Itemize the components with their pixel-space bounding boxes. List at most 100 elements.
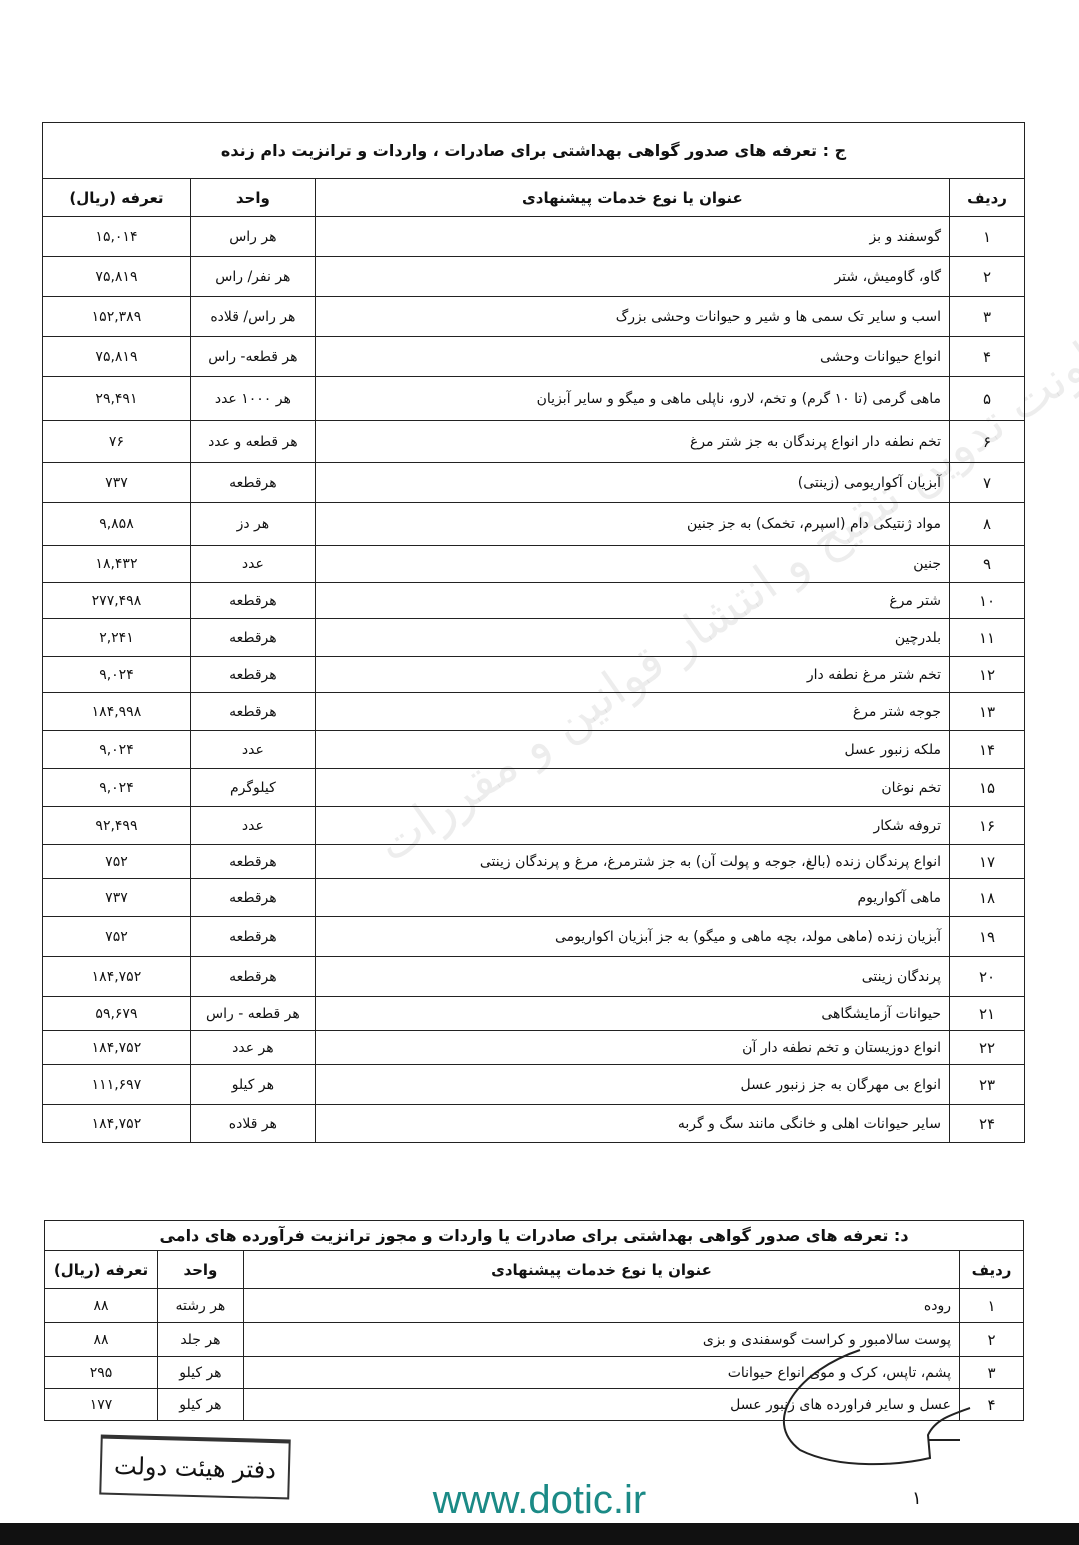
table-row: ۲۳ انواع بی مهرگان به جز زنبور عسل هر کیلو…	[42, 1064, 1025, 1105]
service-title: تخم نوغان	[314, 768, 951, 807]
header-title: عنوان یا نوع خدمات پیشنهادی	[242, 1250, 961, 1289]
row-number: ۷	[949, 462, 1025, 503]
tariff: ۸۸	[44, 1288, 158, 1323]
table-title: د: تعرفه های صدور گواهی بهداشتی برای صاد…	[44, 1220, 1024, 1251]
row-number: ۱۰	[949, 582, 1025, 619]
service-title: مواد ژنتیکی دام (اسپرم، تخمک) به جز جنین	[314, 502, 951, 546]
service-title: اسب و سایر تک سمی ها و شیر و حیوانات وحش…	[314, 296, 951, 337]
table-row: ۱۰ شتر مرغ هرقطعه ۲۷۷,۴۹۸	[42, 582, 1025, 619]
row-number: ۱۳	[949, 692, 1025, 731]
tariff: ۱۵۲,۳۸۹	[42, 296, 191, 337]
tariff: ۱۸,۴۳۲	[42, 545, 191, 583]
row-number: ۳	[949, 296, 1025, 337]
row-number: ۶	[949, 420, 1025, 463]
row-number: ۲۳	[949, 1064, 1025, 1105]
tariff: ۲,۲۴۱	[42, 618, 191, 657]
table-row: ۸ مواد ژنتیکی دام (اسپرم، تخمک) به جز جنی…	[42, 502, 1025, 546]
website-link[interactable]: www.dotic.ir	[432, 1478, 647, 1522]
table-row: ۴ انواع حیوانات وحشی هر قطعه- راس ۷۵,۸۱۹	[42, 336, 1025, 377]
unit: کیلوگرم	[189, 768, 316, 807]
unit: هر دز	[189, 502, 316, 546]
table-row: ۲۲ انواع دوزیستان و تخم نطفه دار آن هر عدد…	[42, 1030, 1025, 1065]
unit: هر کیلو	[156, 1388, 244, 1421]
tariff: ۷۵۲	[42, 916, 191, 957]
header-title: عنوان یا نوع خدمات پیشنهادی	[314, 178, 951, 217]
table-row: ۵ ماهی گرمی (تا ۱۰ گرم) و تخم، لارو، ناپل…	[42, 376, 1025, 421]
row-number: ۱۷	[949, 844, 1025, 879]
table-row: ۶ تخم نطفه دار انواع پرندگان به جز شتر مر…	[42, 420, 1025, 463]
table-row: ۱۵ تخم نوغان کیلوگرم ۹,۰۲۴	[42, 768, 1025, 807]
tariff: ۷۵,۸۱۹	[42, 336, 191, 377]
table-row: ۳ اسب و سایر تک سمی ها و شیر و حیوانات وح…	[42, 296, 1025, 337]
unit: هرقطعه	[189, 956, 316, 997]
unit: هرقطعه	[189, 582, 316, 619]
service-title: انواع پرندگان زنده (بالغ، جوجه و پولت آن…	[314, 844, 951, 879]
table-row: ۱۸ ماهی آکواریوم هرقطعه ۷۳۷	[42, 878, 1025, 917]
row-number: ۱۴	[949, 730, 1025, 769]
tariff: ۱۸۴,۷۵۲	[42, 1104, 191, 1143]
tariff: ۱۸۴,۷۵۲	[42, 956, 191, 997]
unit: هر عدد	[189, 1030, 316, 1065]
service-title: گوسفند و بز	[314, 216, 951, 257]
header-row: ردیف	[949, 178, 1025, 217]
header-unit: واحد	[189, 178, 316, 217]
signature	[782, 1349, 971, 1466]
table-row: ۱۶ تروفه شکار عدد ۹۲,۴۹۹	[42, 806, 1025, 845]
table-row: ۱ روده هر رشته ۸۸	[44, 1288, 1024, 1323]
row-number: ۲۰	[949, 956, 1025, 997]
unit: هر قطعه- راس	[189, 336, 316, 377]
tariff: ۲۹۵	[44, 1356, 158, 1389]
table-livestock-tariffs: ج : تعرفه های صدور گواهی بهداشتی برای صا…	[42, 122, 1025, 1143]
service-title: گاو، گاومیش، شتر	[314, 256, 951, 297]
row-number: ۵	[949, 376, 1025, 421]
row-number: ۲۴	[949, 1104, 1025, 1143]
row-number: ۲۱	[949, 996, 1025, 1031]
service-title: تروفه شکار	[314, 806, 951, 845]
row-number: ۱	[959, 1288, 1024, 1323]
service-title: انواع دوزیستان و تخم نطفه دار آن	[314, 1030, 951, 1065]
unit: هرقطعه	[189, 618, 316, 657]
unit: عدد	[189, 806, 316, 845]
bottom-bar	[0, 1523, 1079, 1545]
table-row: ۴ عسل و سایر فراورده های زنبور عسل هر کیلو…	[44, 1388, 1024, 1421]
service-title: آبزیان آکواریومی (زینتی)	[314, 462, 951, 503]
service-title: انواع حیوانات وحشی	[314, 336, 951, 377]
unit: هر کیلو	[156, 1356, 244, 1389]
row-number: ۴	[959, 1388, 1024, 1421]
row-number: ۱۶	[949, 806, 1025, 845]
unit: هر نفر/ راس	[189, 256, 316, 297]
table-row: ۲۰ پرندگان زینتی هرقطعه ۱۸۴,۷۵۲	[42, 956, 1025, 997]
row-number: ۱۸	[949, 878, 1025, 917]
unit: هر کیلو	[189, 1064, 316, 1105]
row-number: ۲	[949, 256, 1025, 297]
table-row: ۹ جنین عدد ۱۸,۴۳۲	[42, 545, 1025, 583]
unit: عدد	[189, 545, 316, 583]
table-row: ۱۴ ملکه زنبور عسل عدد ۹,۰۲۴	[42, 730, 1025, 769]
table-row: ۱۹ آبزیان زنده (ماهی مولد، بچه ماهی و میگ…	[42, 916, 1025, 957]
row-number: ۸	[949, 502, 1025, 546]
unit: هرقطعه	[189, 692, 316, 731]
unit: هر جلد	[156, 1322, 244, 1357]
table-row: ۱ گوسفند و بز هر راس ۱۵,۰۱۴	[42, 216, 1025, 257]
header-unit: واحد	[156, 1250, 244, 1289]
service-title: حیوانات آزمایشگاهی	[314, 996, 951, 1031]
unit: هرقطعه	[189, 878, 316, 917]
table-title: ج : تعرفه های صدور گواهی بهداشتی برای صا…	[42, 122, 1025, 179]
tariff: ۵۹,۶۷۹	[42, 996, 191, 1031]
tariff: ۹,۰۲۴	[42, 768, 191, 807]
table-row: ۷ آبزیان آکواریومی (زینتی) هرقطعه ۷۳۷	[42, 462, 1025, 503]
page-number: ۱	[912, 1488, 922, 1509]
service-title: ماهی آکواریوم	[314, 878, 951, 917]
row-number: ۹	[949, 545, 1025, 583]
row-number: ۳	[959, 1356, 1024, 1389]
tariff: ۸۸	[44, 1322, 158, 1357]
tariff: ۱۱۱,۶۹۷	[42, 1064, 191, 1105]
tariff: ۷۶	[42, 420, 191, 463]
service-title: انواع بی مهرگان به جز زنبور عسل	[314, 1064, 951, 1105]
service-title: تخم شتر مرغ نطفه دار	[314, 656, 951, 693]
row-number: ۲۲	[949, 1030, 1025, 1065]
tariff: ۲۷۷,۴۹۸	[42, 582, 191, 619]
header-tariff: تعرفه (ریال)	[44, 1250, 158, 1289]
table-row: ۲ پوست سالامبور و کراست گوسفندی و بزی هر ج…	[44, 1322, 1024, 1357]
unit: هرقطعه	[189, 462, 316, 503]
